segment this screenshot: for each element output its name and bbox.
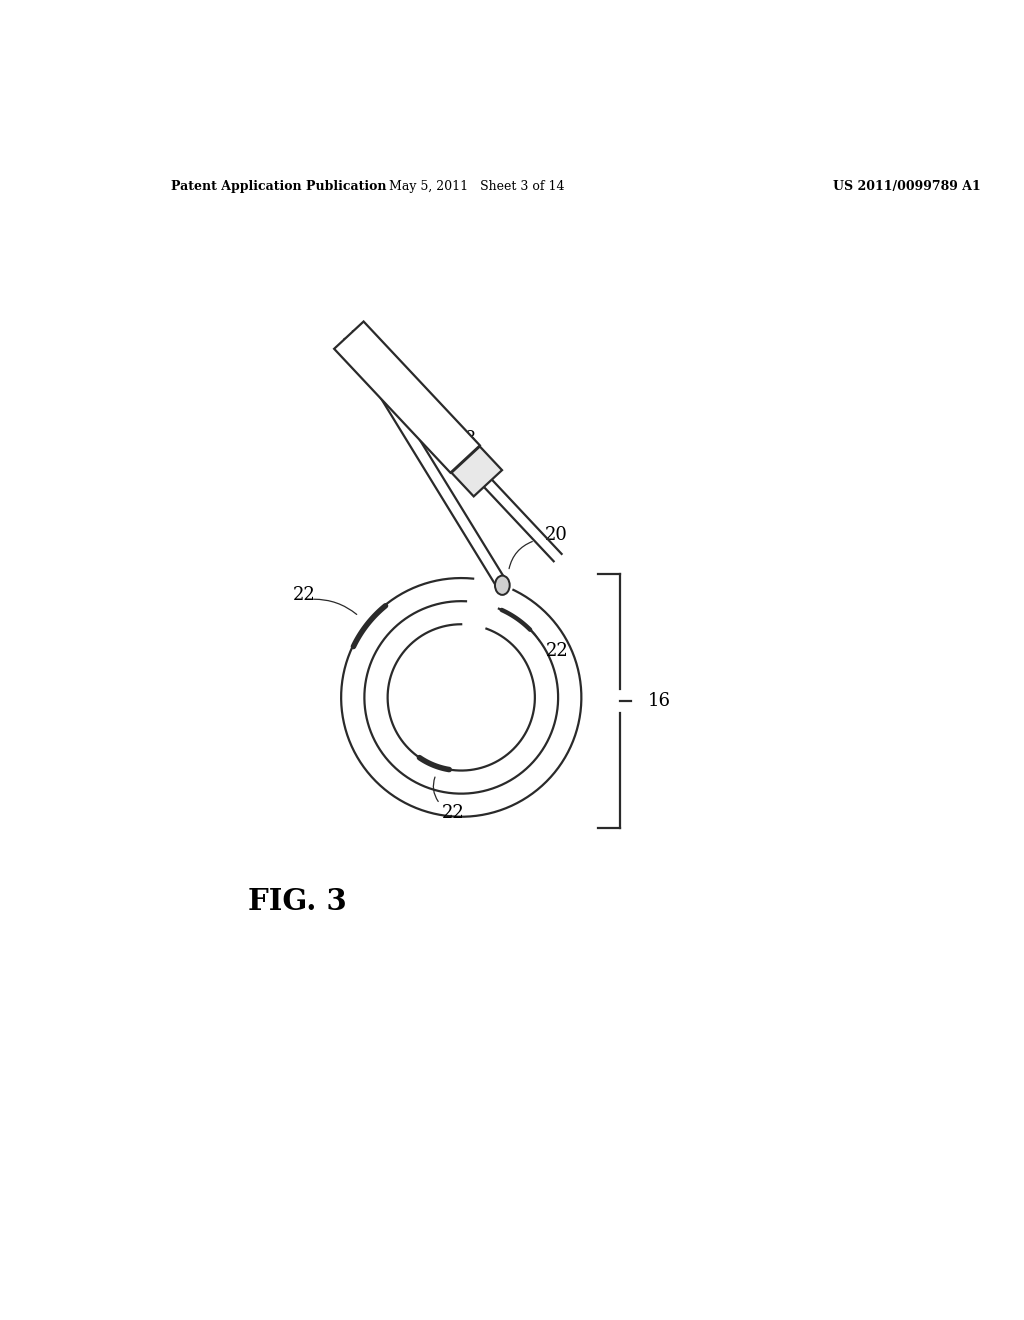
Text: Patent Application Publication: Patent Application Publication	[171, 180, 386, 193]
Polygon shape	[334, 322, 480, 473]
Text: 22: 22	[293, 586, 315, 603]
Ellipse shape	[495, 576, 510, 595]
Text: FIG. 3: FIG. 3	[248, 887, 347, 916]
Text: 18: 18	[454, 430, 476, 449]
Text: 16: 16	[647, 692, 671, 710]
Text: 20: 20	[545, 527, 568, 544]
Polygon shape	[452, 446, 502, 496]
Text: US 2011/0099789 A1: US 2011/0099789 A1	[834, 180, 981, 193]
Text: May 5, 2011   Sheet 3 of 14: May 5, 2011 Sheet 3 of 14	[389, 180, 564, 193]
Text: 22: 22	[441, 804, 464, 822]
Text: 22: 22	[546, 642, 569, 660]
